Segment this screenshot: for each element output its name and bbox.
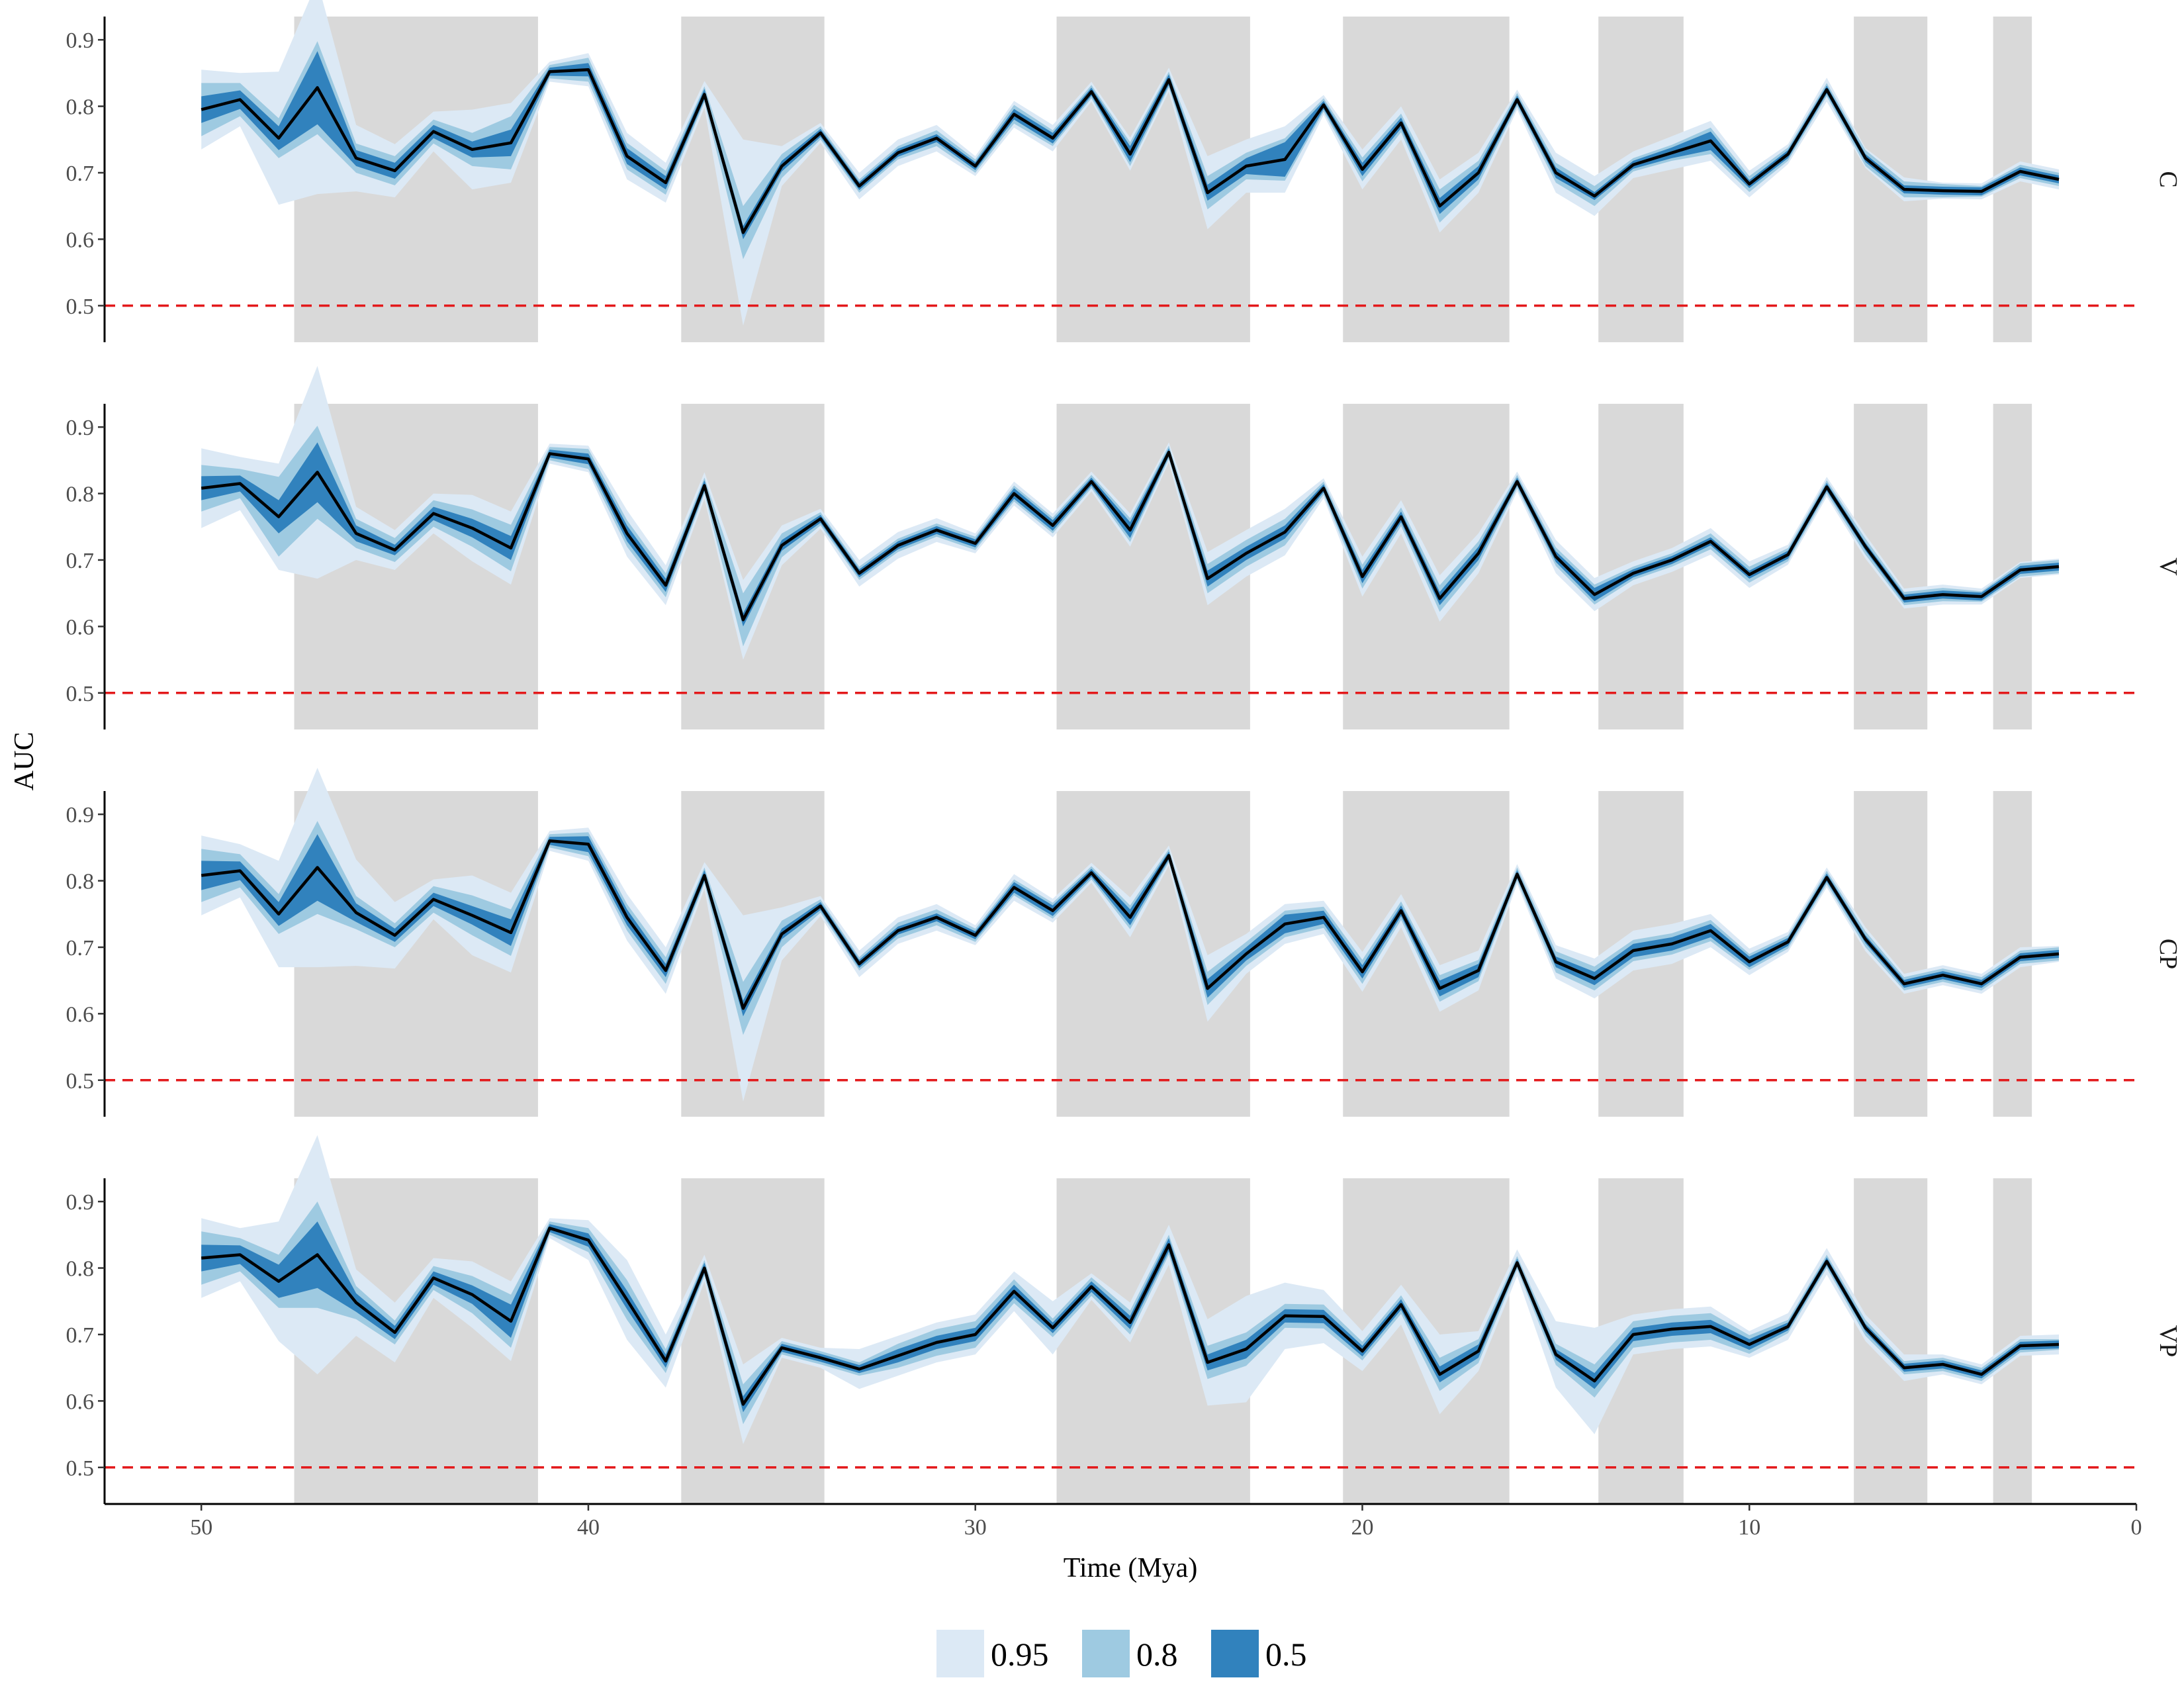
median-line (201, 68, 2060, 234)
y-tick-label: 0.6 (66, 1002, 95, 1027)
y-tick-label: 0.6 (66, 228, 95, 252)
x-tick-label: 40 (577, 1515, 600, 1540)
legend-swatch (1211, 1630, 1259, 1677)
chart-panels: 0.50.60.70.80.9C0.50.60.70.80.9V0.50.60.… (66, 0, 2182, 1504)
legend-swatch (1082, 1630, 1130, 1677)
ribbon-50 (201, 442, 2060, 627)
legend-label: 0.95 (991, 1636, 1049, 1673)
legend: 0.95 0.8 0.5 (936, 1630, 1307, 1677)
y-tick-label: 0.8 (66, 95, 95, 120)
shaded-interval (681, 1178, 825, 1504)
panel-cp: 0.5 0.6 0.7 0.8 0.9 CP (66, 767, 2182, 1117)
x-tick-label: 20 (1351, 1515, 1373, 1540)
y-tick-label: 0.5 (66, 1456, 95, 1481)
y-tick-label: 0.8 (66, 870, 95, 894)
median-line (201, 839, 2060, 1010)
y-tick-label: 0.6 (66, 1389, 95, 1414)
x-tick-label: 0 (2131, 1515, 2142, 1540)
y-tick-label: 0.9 (66, 803, 95, 827)
y-tick-label: 0.7 (66, 1323, 95, 1348)
x-tick-label: 10 (1738, 1515, 1760, 1540)
y-tick-label: 0.5 (66, 1069, 95, 1094)
y-axis-title: AUC (9, 732, 40, 791)
panel-vp: 0.5 0.6 0.7 0.8 0.9 VP (66, 1135, 2182, 1504)
ribbon-95 (201, 767, 2060, 1102)
legend-label: 0.8 (1136, 1636, 1178, 1673)
y-tick-label: 0.9 (66, 1190, 95, 1215)
x-tick-label: 30 (964, 1515, 987, 1540)
median-line (201, 1227, 2060, 1406)
strip-label: CP (2154, 939, 2182, 969)
legend-label: 0.5 (1265, 1636, 1307, 1673)
shaded-interval (1854, 791, 1928, 1117)
y-tick-label: 0.9 (66, 416, 95, 440)
y-tick-label: 0.9 (66, 28, 95, 53)
strip-label: VP (2154, 1325, 2182, 1358)
x-axis-title: Time (Mya) (1064, 1553, 1198, 1583)
y-tick-label: 0.7 (66, 162, 95, 186)
ribbon-50 (201, 51, 2060, 240)
ribbon-50 (201, 1221, 2060, 1413)
panel-c: 0.5 0.6 0.7 0.8 0.9 C (66, 0, 2182, 342)
strip-label: C (2154, 171, 2182, 187)
median-line (201, 451, 2060, 622)
ribbon-80 (201, 1201, 2060, 1425)
y-tick-label: 0.5 (66, 682, 95, 706)
panel-v: 0.5 0.6 0.7 0.8 0.9 V (66, 365, 2182, 729)
strip-label: V (2154, 557, 2182, 576)
y-tick-label: 0.7 (66, 936, 95, 961)
y-tick-label: 0.6 (66, 615, 95, 639)
y-tick-label: 0.5 (66, 295, 95, 319)
legend-swatch (936, 1630, 984, 1677)
x-tick-label: 50 (190, 1515, 212, 1540)
y-tick-label: 0.7 (66, 549, 95, 573)
y-tick-label: 0.8 (66, 1257, 95, 1282)
shaded-interval (1854, 404, 1928, 729)
x-axis: 50 40 30 20 10 0 (105, 1503, 2142, 1540)
y-tick-label: 0.8 (66, 483, 95, 507)
